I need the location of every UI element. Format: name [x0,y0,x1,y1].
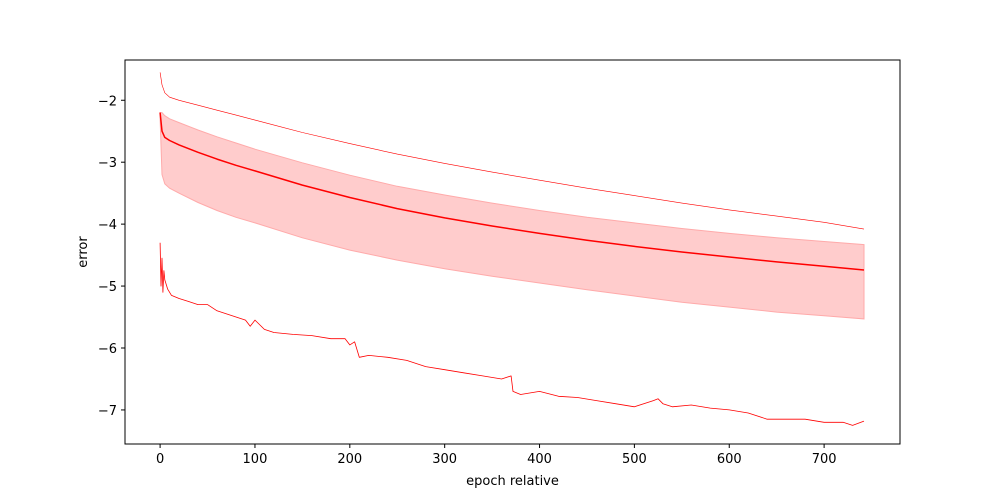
x-tick-label: 100 [243,452,268,467]
x-tick-label: 400 [527,452,552,467]
x-tick-label: 0 [156,452,164,467]
plot-area [159,72,865,426]
y-tick-label: −3 [98,156,117,171]
series-line-upper-thin [159,72,865,230]
y-tick-label: −2 [98,94,117,109]
y-tick-label: −5 [98,280,117,295]
x-axis-label: epoch relative [466,474,559,489]
axis-ticks: 0 100 200 300 400 500 600 700 −2 −3 −4 −5 −6 −7 [98,94,837,467]
series-line-lower-noisy [159,242,865,426]
x-tick-label: 300 [432,452,457,467]
y-tick-label: −4 [98,218,117,233]
error-band [159,112,865,320]
y-tick-label: −7 [98,404,117,419]
series-line-mean [159,112,865,271]
x-tick-label: 600 [717,452,742,467]
axes-frame [124,59,901,445]
x-tick-label: 700 [812,452,837,467]
x-tick-label: 500 [622,452,647,467]
y-axis-label: error [76,236,91,268]
x-tick-label: 200 [337,452,362,467]
y-tick-label: −6 [98,342,117,357]
